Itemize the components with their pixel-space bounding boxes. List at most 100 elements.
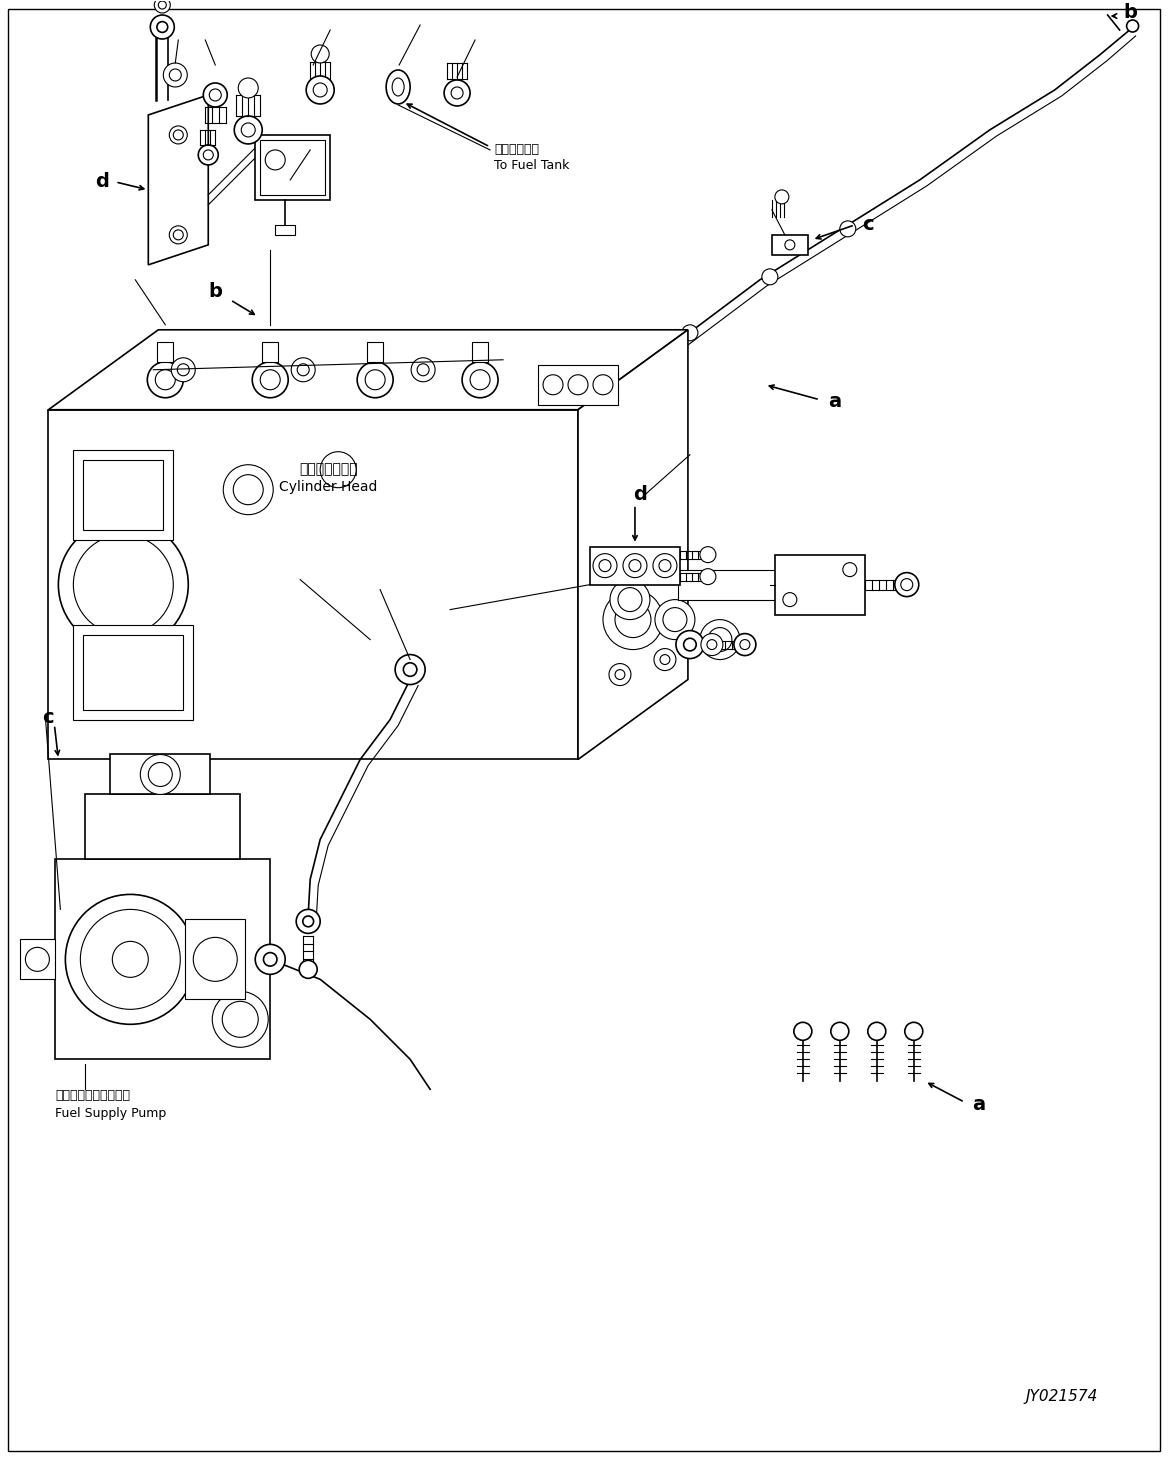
Circle shape: [618, 588, 642, 611]
Circle shape: [654, 649, 676, 671]
Text: a: a: [828, 392, 841, 411]
Circle shape: [303, 916, 313, 926]
Circle shape: [366, 369, 385, 390]
Circle shape: [169, 69, 181, 80]
Circle shape: [659, 560, 670, 572]
Circle shape: [868, 1023, 885, 1040]
Circle shape: [403, 662, 417, 677]
Circle shape: [357, 362, 394, 398]
Bar: [158, 341, 173, 362]
Circle shape: [676, 630, 704, 658]
Circle shape: [140, 754, 180, 795]
Circle shape: [794, 1023, 812, 1040]
Circle shape: [151, 15, 174, 39]
Circle shape: [660, 655, 670, 664]
Bar: [772, 235, 808, 255]
Bar: [83, 635, 183, 709]
Circle shape: [682, 325, 698, 341]
Circle shape: [154, 0, 171, 13]
Circle shape: [708, 627, 732, 652]
Polygon shape: [48, 330, 688, 410]
Circle shape: [774, 190, 788, 204]
Text: JY021574: JY021574: [1026, 1389, 1098, 1404]
Circle shape: [213, 991, 269, 1048]
Circle shape: [65, 894, 195, 1024]
Circle shape: [252, 362, 288, 398]
Polygon shape: [148, 95, 208, 266]
Circle shape: [568, 375, 588, 395]
Circle shape: [173, 130, 183, 140]
Bar: [74, 449, 173, 540]
Circle shape: [74, 534, 173, 635]
Ellipse shape: [392, 77, 404, 96]
Circle shape: [543, 375, 563, 395]
Polygon shape: [48, 410, 578, 760]
Circle shape: [299, 960, 318, 979]
Polygon shape: [578, 330, 688, 760]
Circle shape: [663, 607, 687, 632]
Bar: [538, 365, 618, 404]
Bar: [472, 341, 488, 362]
Circle shape: [264, 953, 277, 966]
Circle shape: [783, 592, 797, 607]
Circle shape: [840, 220, 856, 236]
Circle shape: [707, 639, 717, 649]
Circle shape: [159, 1, 166, 9]
Bar: [20, 940, 55, 979]
Circle shape: [609, 664, 631, 686]
Circle shape: [470, 369, 491, 390]
Bar: [774, 554, 864, 614]
Bar: [55, 859, 270, 1059]
Circle shape: [417, 363, 429, 376]
Circle shape: [242, 123, 256, 137]
Circle shape: [901, 579, 912, 591]
Text: a: a: [972, 1094, 985, 1113]
Bar: [260, 140, 325, 196]
Bar: [186, 919, 245, 999]
Circle shape: [785, 239, 795, 249]
Circle shape: [683, 638, 696, 651]
Circle shape: [313, 83, 327, 96]
Circle shape: [610, 579, 649, 620]
Circle shape: [1127, 20, 1139, 32]
Circle shape: [199, 144, 218, 165]
Circle shape: [222, 1001, 258, 1037]
Text: d: d: [633, 486, 647, 505]
Circle shape: [739, 639, 750, 649]
Circle shape: [256, 944, 285, 975]
Text: 燃料タンクへ: 燃料タンクへ: [494, 143, 540, 156]
Circle shape: [463, 362, 498, 398]
Text: To Fuel Tank: To Fuel Tank: [494, 159, 570, 172]
Bar: [590, 547, 680, 585]
Circle shape: [155, 369, 175, 390]
Circle shape: [203, 83, 228, 107]
Circle shape: [169, 226, 187, 244]
Circle shape: [630, 560, 641, 572]
Circle shape: [734, 633, 756, 655]
Circle shape: [395, 655, 425, 684]
Bar: [256, 134, 331, 200]
Circle shape: [655, 600, 695, 639]
Bar: [367, 341, 383, 362]
Circle shape: [209, 89, 221, 101]
Circle shape: [193, 937, 237, 982]
Ellipse shape: [387, 70, 410, 104]
Bar: [83, 460, 164, 530]
Circle shape: [306, 76, 334, 104]
Circle shape: [320, 452, 356, 487]
Circle shape: [700, 569, 716, 585]
Circle shape: [234, 474, 263, 505]
Text: c: c: [42, 708, 54, 727]
Text: フェルサプライポンプ: フェルサプライポンプ: [55, 1090, 131, 1102]
Circle shape: [700, 620, 739, 659]
Circle shape: [593, 553, 617, 578]
Text: d: d: [96, 172, 110, 191]
Circle shape: [81, 909, 180, 1010]
Text: b: b: [208, 283, 222, 302]
Circle shape: [623, 553, 647, 578]
Bar: [110, 754, 210, 795]
Circle shape: [700, 547, 716, 563]
Circle shape: [451, 88, 463, 99]
Text: c: c: [862, 216, 874, 235]
Circle shape: [843, 563, 857, 576]
